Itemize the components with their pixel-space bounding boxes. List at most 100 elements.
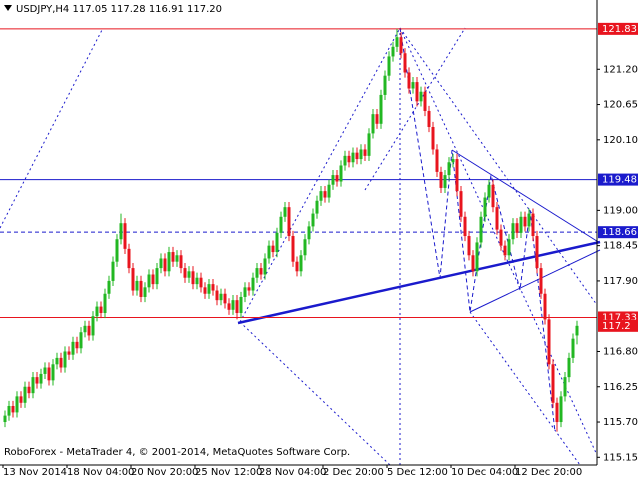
price-tag-label: 121.83 [602,24,637,35]
candle-body [15,396,19,413]
footer: RoboForex - MetaTrader 4, © 2001-2014, M… [4,447,350,458]
candle-body [379,94,383,124]
candle-body [271,245,275,253]
candle-body [419,91,423,102]
candle-body [35,377,39,384]
candle-body [43,367,47,374]
marks [0,28,597,432]
candle-body [371,114,375,134]
candle-body [439,171,443,188]
candle-body [387,56,391,76]
candle-body [307,226,311,240]
candle-body [467,236,471,256]
menu-icon[interactable] [4,5,12,11]
candle-body [399,37,403,54]
fan-line [364,27,466,191]
triangle-line [469,249,601,313]
candle-body [51,364,55,381]
candle-body [163,258,167,272]
candle-body [175,255,179,262]
candle-body [287,207,291,237]
candle-body [31,377,35,394]
price-tag [598,319,638,332]
candle-body [259,268,263,275]
candle-body [403,53,407,73]
candle-body [95,306,99,317]
candle-body [111,261,115,281]
y-tick-label: 115.15 [603,452,638,463]
candle-body [359,149,363,160]
candle-body [343,155,347,166]
y-tick-label: 121.20 [603,64,638,75]
candle-body [463,216,467,237]
candle-body [159,258,163,269]
candle-body [147,274,151,288]
candle-body [551,364,555,403]
y-tick-label: 115.70 [603,417,638,428]
candle-body [11,405,15,413]
candle-body [567,357,571,378]
candle-body [19,396,23,403]
candle-body [335,175,339,182]
candle-body [227,303,231,310]
candle-body [507,239,511,256]
candle-body [47,367,51,381]
price-tag-label: 119.48 [602,175,637,186]
candle-body [327,184,331,198]
y-tick-label: 118.45 [603,241,638,252]
chart-title: USDJPY,H4 117.05 117.28 116.91 117.20 [16,4,222,15]
x-tick-label: 25 Nov 12:00 [195,467,262,478]
x-tick-label: 28 Nov 04:00 [259,467,326,478]
candle-body [423,91,427,111]
y-tick-label: 120.10 [603,135,638,146]
candle-body [479,216,483,243]
candle-body [223,293,227,304]
candle-body [219,293,223,301]
candle-body [131,268,135,291]
candle-body [107,280,111,294]
candle-body [279,216,283,233]
x-tick-label: 20 Nov 20:00 [131,467,198,478]
candle-body [499,229,503,246]
candle-body [127,248,131,269]
candle-body [475,242,479,272]
candle-body [559,396,563,423]
candle-body [231,300,235,310]
candle-body [563,377,567,397]
candle-body [167,252,171,272]
candle-body [547,319,551,365]
price-tag-label: 118.66 [602,227,637,238]
candle-body [539,268,543,294]
candle-body [491,184,495,208]
candle-body [511,223,515,240]
candle-body [411,82,415,89]
candle-body [151,274,155,285]
y-tick-label: 119.00 [603,205,638,216]
candle-body [3,415,7,423]
candle-body [183,268,187,278]
candle-body [383,75,387,95]
candle-body [355,152,359,160]
candle-body [123,223,127,249]
candle-body [319,191,323,201]
candle-body [531,213,535,237]
trend-line [237,240,601,325]
candle-body [391,46,395,57]
x-tick-label: 12 Dec 20:00 [515,467,582,478]
candle-body [527,213,531,227]
candle-body [211,284,215,291]
candle-body [295,261,299,272]
candle-body [299,255,303,272]
x-tick-label: 10 Dec 04:00 [451,467,518,478]
x-tick-label: 13 Nov 2014 [3,467,67,478]
candle-body [215,290,219,301]
price-tag [598,226,638,239]
candle-body [339,165,343,182]
fan-line [399,27,598,456]
candle-body [235,300,239,313]
fan-line [239,27,401,323]
candle-body [87,325,91,336]
candle-body [139,280,143,297]
candle-body [495,207,499,230]
candle-body [275,232,279,253]
